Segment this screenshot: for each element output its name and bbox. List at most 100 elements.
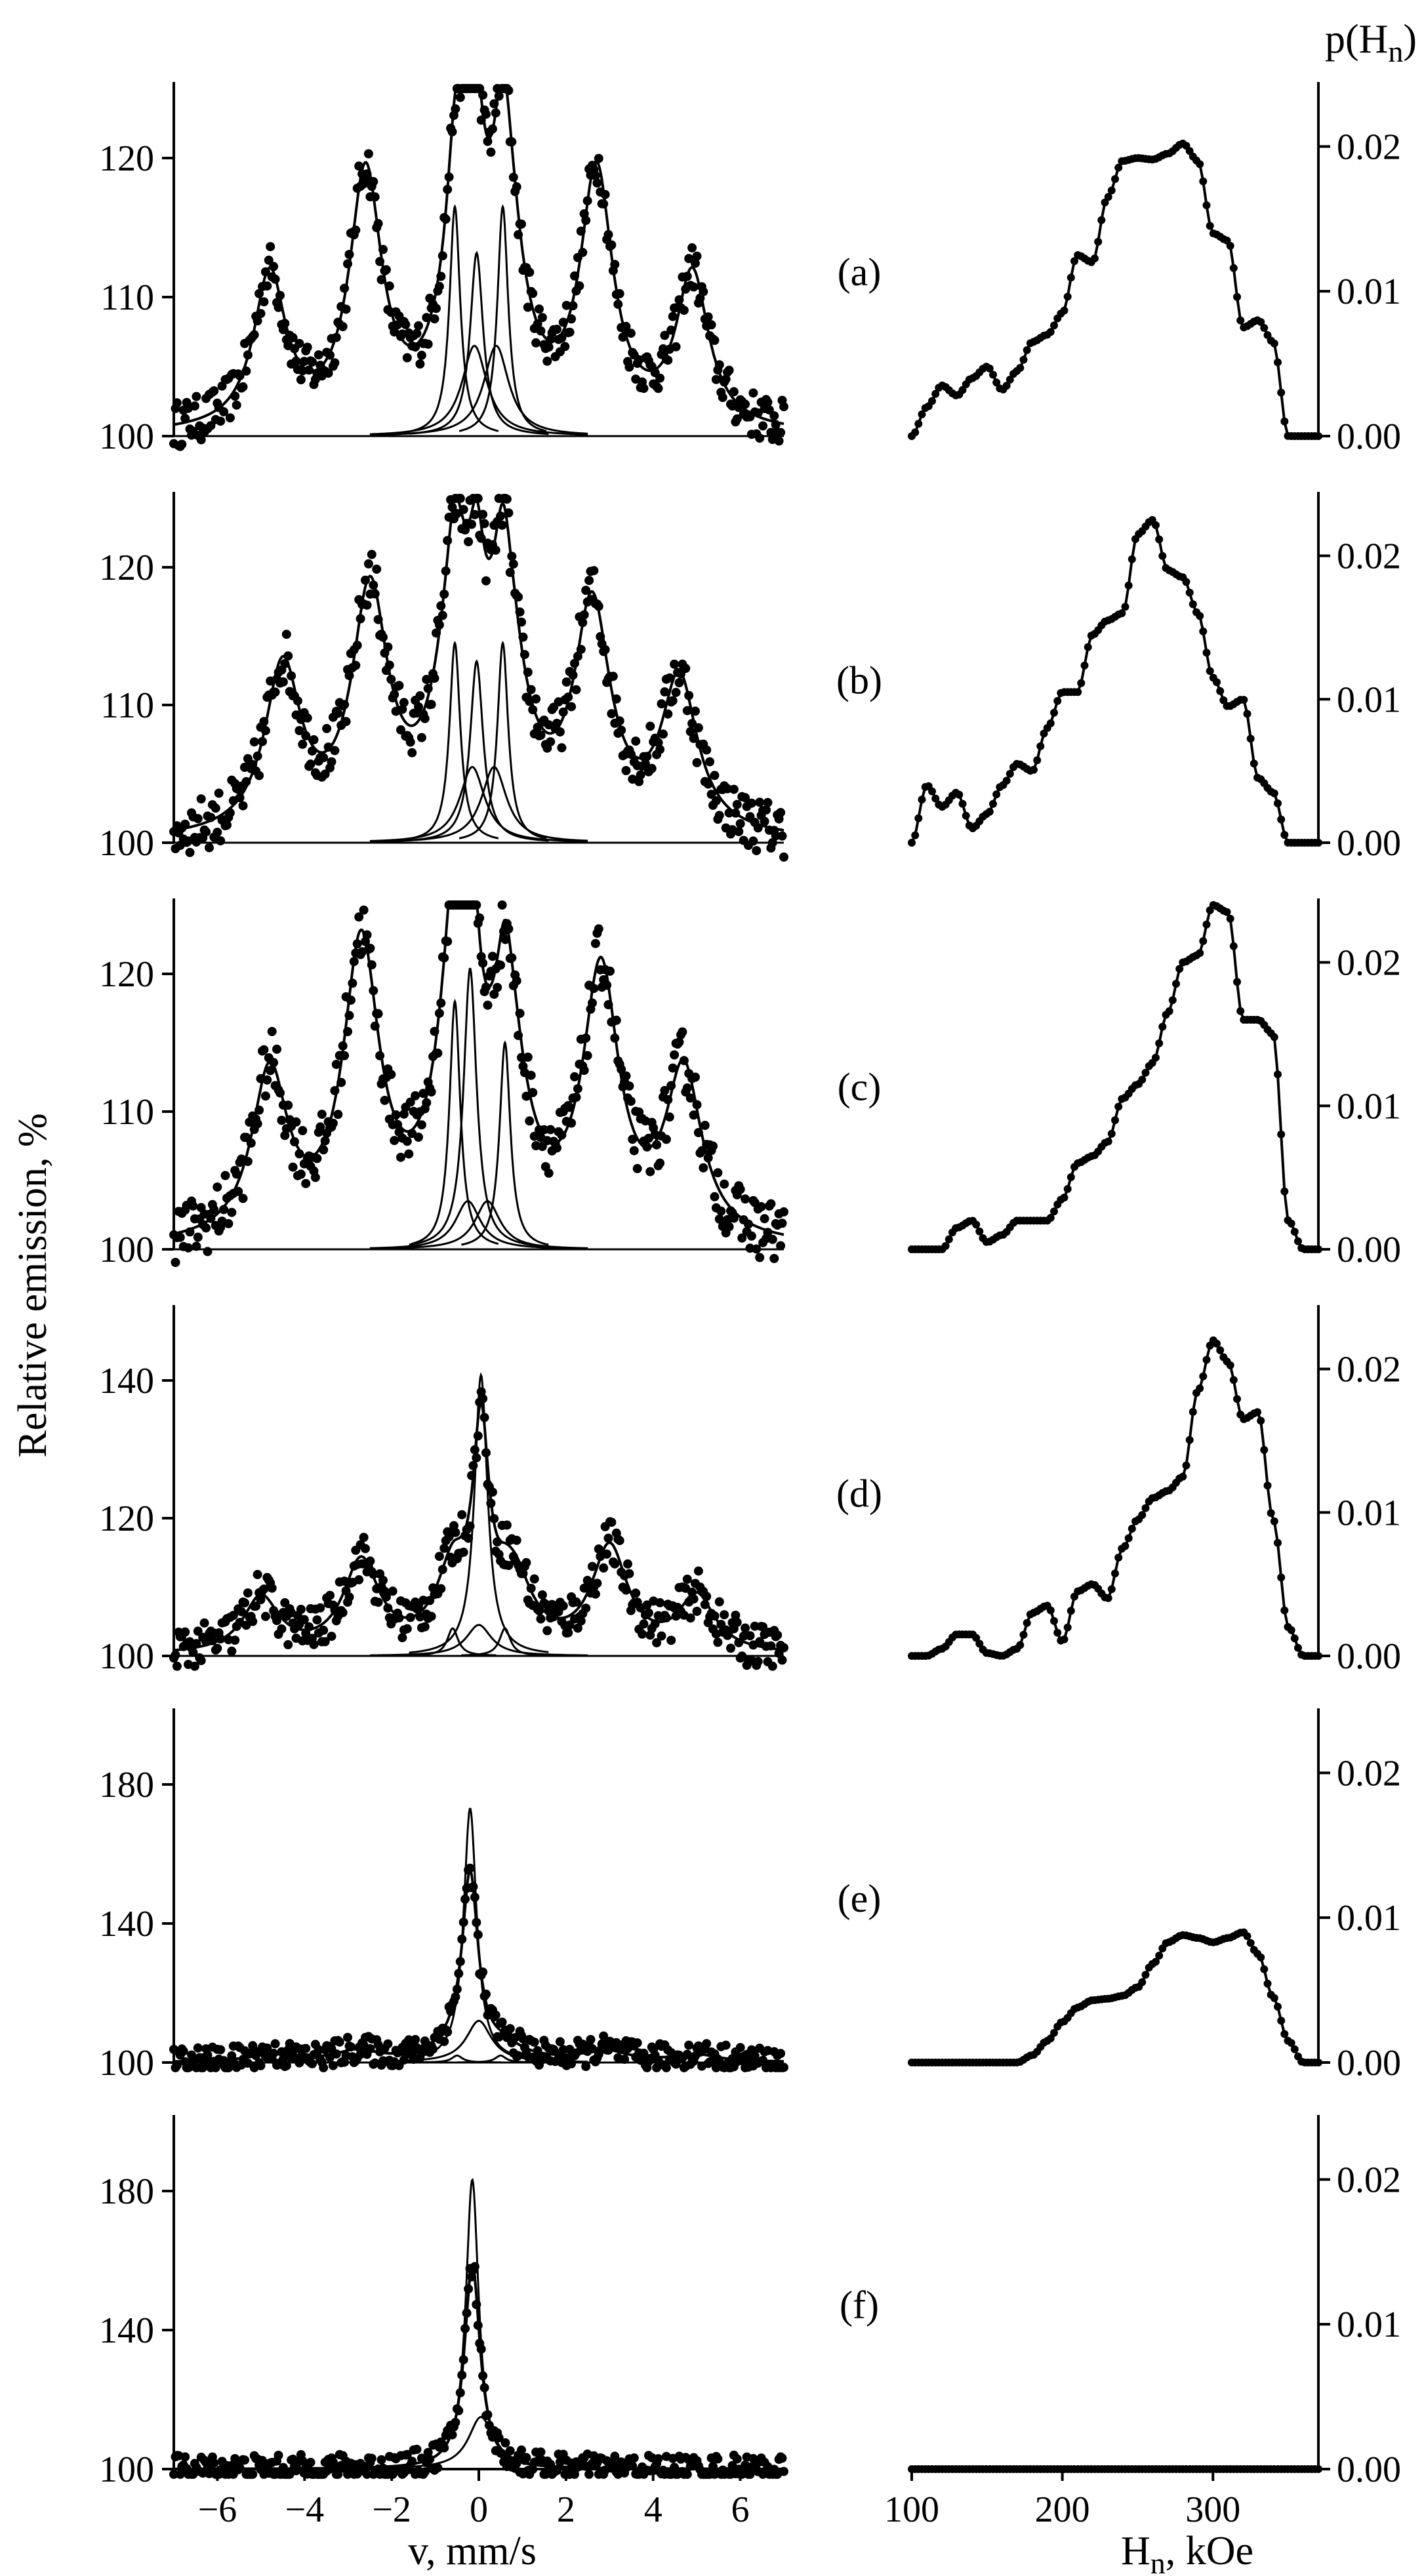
distribution-point xyxy=(1229,1376,1238,1384)
y-tick-label: 0.00 xyxy=(1337,2043,1401,2083)
data-point xyxy=(776,1241,786,1251)
distribution-point xyxy=(1189,600,1197,609)
right-axis-title-end: ) xyxy=(1403,17,1417,62)
data-point xyxy=(531,338,541,348)
data-point xyxy=(468,1460,478,1470)
component-doublet-curve xyxy=(411,204,499,432)
distribution-point xyxy=(1246,1939,1255,1947)
data-point xyxy=(599,199,609,209)
data-point xyxy=(460,1895,470,1904)
data-point xyxy=(706,320,716,330)
y-axis-title: Relative emission, % xyxy=(10,1113,55,1457)
data-point xyxy=(407,2457,417,2466)
data-point xyxy=(216,416,226,426)
data-point xyxy=(338,322,348,331)
distribution-point xyxy=(1124,1534,1133,1542)
data-point xyxy=(615,1536,624,1546)
data-point xyxy=(275,1088,285,1098)
data-point xyxy=(476,2345,486,2354)
data-point xyxy=(434,281,444,291)
data-point xyxy=(687,719,697,729)
data-point xyxy=(434,1552,444,1561)
data-point xyxy=(592,1579,602,1588)
data-point xyxy=(526,1584,536,1593)
panel-e-right: 0.00 0.01 0.02 xyxy=(908,1708,1401,2083)
data-point xyxy=(746,1231,756,1241)
data-point xyxy=(225,413,235,423)
data-point xyxy=(714,1214,724,1224)
component-singlet-curve xyxy=(409,967,549,1248)
distribution-point xyxy=(1118,609,1126,618)
data-point xyxy=(508,172,518,182)
data-point xyxy=(432,628,441,638)
data-point xyxy=(685,727,695,736)
data-point xyxy=(415,359,425,369)
data-point xyxy=(600,645,610,654)
data-point xyxy=(692,251,702,261)
distribution-point xyxy=(1155,535,1164,544)
data-point xyxy=(437,611,447,620)
data-point xyxy=(458,1547,468,1557)
distribution-point xyxy=(1046,719,1055,727)
data-point xyxy=(338,1041,348,1051)
data-point xyxy=(741,399,750,409)
distribution-point xyxy=(1063,292,1072,301)
data-point xyxy=(437,251,447,261)
data-point xyxy=(317,1110,327,1119)
distribution-point xyxy=(992,378,1001,387)
data-point xyxy=(558,1601,568,1611)
distribution-point xyxy=(1243,710,1251,718)
data-point xyxy=(433,1048,443,1058)
data-point xyxy=(365,2044,375,2053)
data-point xyxy=(620,2055,630,2064)
data-point xyxy=(196,794,206,804)
data-point xyxy=(253,751,262,761)
data-point xyxy=(647,763,657,773)
data-point xyxy=(710,1611,720,1621)
distribution-point xyxy=(1206,222,1214,230)
data-point xyxy=(732,414,742,424)
distribution-point xyxy=(1002,776,1011,785)
data-point xyxy=(692,1100,702,1110)
data-point xyxy=(473,1431,483,1441)
data-point xyxy=(575,281,584,291)
data-point xyxy=(682,1083,692,1093)
data-point xyxy=(526,685,536,694)
data-point xyxy=(430,674,439,683)
data-point xyxy=(417,733,426,742)
data-point xyxy=(330,746,340,755)
data-point xyxy=(269,1058,279,1068)
distribution-point xyxy=(1107,186,1116,195)
right-axis-title-sub: n xyxy=(1388,35,1403,68)
distribution-point xyxy=(1229,942,1238,950)
data-point xyxy=(777,1655,787,1665)
data-point xyxy=(354,161,364,171)
data-point xyxy=(489,1514,499,1523)
data-point xyxy=(570,1072,579,1081)
data-point xyxy=(610,1559,620,1569)
data-point xyxy=(713,1638,723,1647)
distribution-point xyxy=(931,390,940,398)
data-point xyxy=(588,998,597,1008)
data-point xyxy=(507,953,517,963)
data-point xyxy=(611,694,621,704)
data-point xyxy=(779,852,788,862)
data-point xyxy=(434,620,444,630)
distribution-point xyxy=(1290,1228,1299,1236)
y-tick-label: 110 xyxy=(100,685,154,726)
y-tick-label: 0.00 xyxy=(1337,1636,1401,1677)
data-point xyxy=(750,1621,760,1631)
data-point xyxy=(642,752,652,761)
distribution-point xyxy=(1202,201,1211,209)
data-point xyxy=(691,1072,700,1082)
data-point xyxy=(535,1606,544,1616)
data-point xyxy=(652,1638,662,1647)
data-point xyxy=(414,321,423,331)
distribution-point xyxy=(1070,257,1078,266)
data-point xyxy=(423,339,433,349)
data-point xyxy=(384,281,394,291)
y-tick-label: 110 xyxy=(100,277,154,318)
data-point xyxy=(372,564,382,574)
data-point xyxy=(479,1413,489,1422)
data-point xyxy=(735,1184,745,1194)
